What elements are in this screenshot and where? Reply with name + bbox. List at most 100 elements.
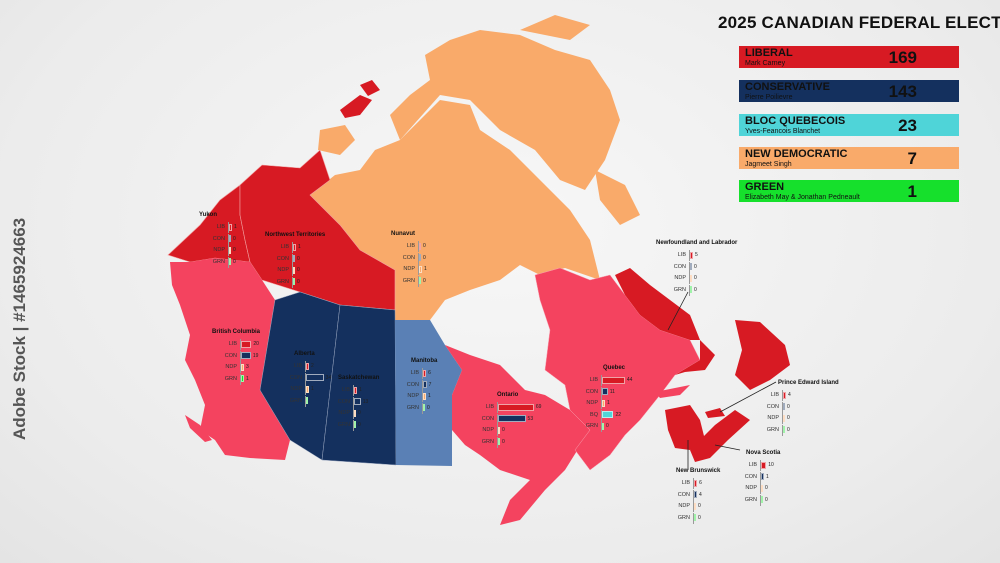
axis-line	[418, 275, 419, 287]
seat-value: 5	[695, 252, 698, 258]
result-row-con: CON 53	[472, 413, 533, 425]
party-code: BQ	[590, 411, 598, 418]
party-code: LIB	[677, 252, 686, 258]
result-row-ndp: NDP 1	[397, 391, 431, 402]
seat-bar	[293, 278, 295, 285]
region-nova-scotia[interactable]	[690, 410, 750, 462]
party-leader: Mark Carney	[745, 60, 786, 67]
region-nl[interactable]	[615, 268, 790, 390]
region-nunavut[interactable]	[310, 15, 640, 320]
seat-value: 13	[362, 398, 369, 405]
region-ontario[interactable]	[445, 345, 590, 525]
seat-bar	[783, 426, 785, 433]
seat-value: 0	[502, 438, 505, 445]
axis-line	[240, 339, 241, 350]
result-row-grn: GRN 0	[393, 275, 426, 287]
seat-value: 4	[788, 392, 791, 398]
party-code: GRN	[289, 397, 302, 404]
seat-bar	[354, 409, 356, 417]
axis-line	[305, 395, 306, 407]
axis-line	[305, 384, 306, 395]
party-code: CON	[276, 255, 289, 262]
party-code: NDP	[482, 427, 494, 433]
seat-bar	[293, 266, 295, 274]
seat-bar	[419, 254, 421, 261]
axis-line	[782, 390, 783, 401]
seat-bar	[602, 411, 614, 418]
seat-bar	[498, 403, 534, 411]
party-code: NDP	[767, 415, 779, 421]
region-new-brunswick[interactable]	[665, 405, 705, 450]
seat-value: 0	[502, 427, 505, 433]
party-code: NDP	[586, 400, 598, 406]
region-name: Nova Scotia	[746, 450, 781, 456]
seat-value: 1	[607, 400, 610, 406]
axis-line	[418, 241, 419, 252]
party-code: CON	[402, 254, 415, 261]
party-row-con: CONSERVATIVE Pierre Poilievre 143	[739, 80, 959, 102]
seat-bar	[241, 352, 251, 359]
seat-value: 20	[253, 341, 259, 347]
seat-bar	[602, 422, 604, 430]
result-row-grn: GRN 0	[397, 402, 430, 414]
axis-line	[228, 222, 229, 233]
region-nwt[interactable]	[239, 149, 396, 311]
axis-line	[693, 512, 694, 524]
party-code: CON	[677, 491, 690, 498]
result-row-grn: GRN 0	[668, 512, 701, 524]
result-row-con: CON 7	[397, 379, 431, 391]
axis-line	[422, 368, 423, 379]
result-row-con: CON 0	[664, 261, 697, 273]
party-code: CON	[224, 352, 237, 359]
axis-line	[228, 256, 229, 268]
result-row-grn: GRN	[280, 395, 308, 407]
axis-line	[353, 385, 354, 396]
party-leader: Pierre Poilievre	[745, 94, 793, 101]
seat-bar	[423, 392, 426, 400]
axis-line	[601, 386, 602, 398]
seat-bar	[690, 251, 693, 259]
party-code: CON	[481, 415, 494, 422]
result-row-con: CON 19	[215, 350, 258, 362]
party-row-lib: LIBERAL Mark Carney 169	[739, 46, 959, 68]
seat-bar	[761, 484, 763, 492]
party-code: LIB	[293, 363, 302, 369]
region-name: Quebec	[603, 365, 626, 371]
seat-value: 6	[699, 480, 702, 486]
seat-bar	[783, 414, 785, 422]
seat-bar	[306, 374, 324, 381]
party-code: GRN	[337, 421, 350, 428]
result-row-ndp: NDP 1	[576, 398, 610, 409]
party-code: GRN	[766, 426, 779, 433]
seat-bar	[602, 388, 608, 395]
result-row-grn: GRN 0	[328, 419, 361, 431]
result-row-ndp: NDP 0	[664, 273, 697, 284]
party-code: NDP	[745, 485, 757, 491]
party-code: NDP	[277, 267, 289, 273]
axis-line	[305, 361, 306, 372]
axis-line	[240, 362, 241, 373]
party-code: GRN	[406, 404, 419, 411]
seat-bar	[306, 362, 309, 370]
region-pei[interactable]	[705, 408, 725, 418]
seat-bar	[694, 514, 696, 521]
seat-value: 0	[787, 403, 790, 410]
region-quebec[interactable]	[534, 267, 701, 471]
seat-value: 0	[765, 496, 768, 503]
party-code: LIB	[748, 462, 757, 468]
seat-value: 0	[606, 423, 609, 429]
result-row-con: CON 34	[280, 372, 331, 384]
party-seats: 23	[898, 116, 917, 135]
region-manitoba[interactable]	[395, 320, 462, 466]
result-row-lib: LIB 5	[664, 250, 698, 261]
seat-value: 0	[233, 235, 236, 242]
result-row-lib: LIB 6	[397, 368, 431, 379]
axis-line	[760, 483, 761, 494]
region-name: New Brunswick	[676, 468, 721, 474]
result-row-ndp: NDP 0	[757, 413, 790, 424]
party-code: CON	[289, 374, 302, 381]
region-british-columbia[interactable]	[170, 258, 290, 460]
seat-bar	[761, 496, 763, 503]
party-name: GREEN	[745, 181, 785, 193]
